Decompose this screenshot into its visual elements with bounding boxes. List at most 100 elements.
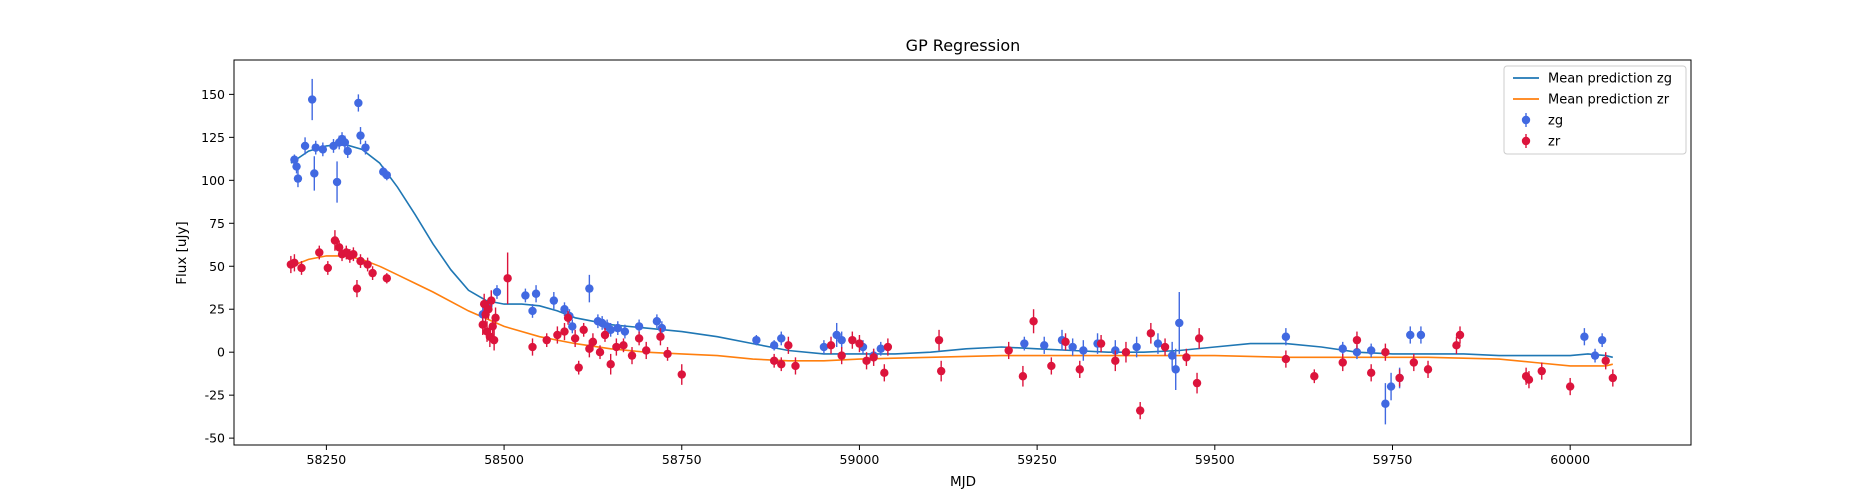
- data-point: [1111, 356, 1120, 365]
- data-point: [1029, 317, 1038, 326]
- data-point: [1175, 318, 1184, 328]
- legend-marker-swatch: [1521, 115, 1531, 125]
- data-point: [1068, 342, 1077, 352]
- series-zr: [286, 230, 1618, 420]
- data-point: [352, 284, 362, 293]
- data-point: [311, 143, 320, 152]
- data-point: [588, 337, 598, 347]
- data-point: [292, 162, 301, 171]
- data-point: [855, 339, 864, 348]
- data-point: [1406, 330, 1415, 340]
- data-point: [1121, 347, 1131, 357]
- x-tick-label: 59250: [1017, 452, 1057, 467]
- data-point: [491, 313, 500, 323]
- data-point: [1537, 366, 1546, 376]
- data-point: [521, 291, 530, 300]
- data-point: [1597, 335, 1607, 345]
- y-axis-label: Flux [uJy]: [174, 221, 190, 284]
- data-point: [531, 289, 541, 298]
- data-point: [1352, 347, 1362, 357]
- data-point: [1524, 375, 1534, 384]
- data-point: [848, 335, 857, 345]
- y-tick-label: 150: [201, 87, 225, 102]
- data-point: [489, 335, 499, 345]
- data-point: [1416, 330, 1426, 340]
- data-point: [1281, 354, 1291, 364]
- data-point: [769, 356, 779, 365]
- data-point: [1171, 365, 1180, 374]
- data-point: [642, 346, 651, 355]
- data-point: [1167, 351, 1177, 360]
- data-point: [323, 263, 333, 273]
- legend-marker-swatch: [1521, 136, 1531, 146]
- data-point: [330, 236, 340, 245]
- y-tick-label: -25: [205, 388, 225, 403]
- data-point: [487, 296, 496, 305]
- data-point: [837, 351, 846, 360]
- data-point: [356, 256, 365, 266]
- data-point: [560, 305, 569, 314]
- data-point: [542, 335, 551, 345]
- data-point: [1182, 353, 1191, 362]
- data-point: [1135, 406, 1145, 415]
- x-axis-label: MJD: [950, 474, 976, 490]
- data-point: [290, 258, 299, 268]
- data-point: [340, 138, 350, 147]
- data-point: [1153, 339, 1163, 348]
- data-point: [1310, 372, 1319, 381]
- legend-item: zg: [1521, 113, 1563, 129]
- y-tick-label: 100: [201, 173, 225, 188]
- data-point: [503, 274, 512, 283]
- data-point: [769, 341, 779, 350]
- legend: Mean prediction zg Mean prediction zr zg zr: [1503, 65, 1687, 155]
- data-point: [600, 330, 610, 340]
- data-point: [334, 243, 344, 252]
- data-point: [1608, 373, 1618, 383]
- data-point: [1040, 341, 1049, 350]
- data-point: [553, 330, 562, 340]
- data-point: [1338, 344, 1347, 353]
- x-tick-label: 59000: [840, 452, 880, 467]
- plot-frame: [233, 59, 1692, 446]
- data-point: [307, 95, 317, 104]
- data-point: [310, 169, 319, 178]
- data-point: [318, 145, 328, 154]
- data-point: [354, 98, 363, 108]
- data-point: [1281, 332, 1291, 341]
- data-point: [528, 342, 537, 352]
- data-point: [1366, 346, 1376, 355]
- legend-label: zr: [1548, 135, 1561, 150]
- data-point: [1381, 399, 1390, 408]
- data-point: [1455, 330, 1465, 340]
- data-point: [1096, 339, 1106, 348]
- plot-area: [286, 78, 1618, 425]
- data-point: [784, 341, 793, 350]
- data-point: [1146, 329, 1156, 338]
- data-point: [563, 313, 573, 323]
- data-point: [837, 335, 846, 345]
- data-point: [1020, 339, 1029, 348]
- data-point: [1047, 361, 1056, 371]
- data-point: [293, 174, 303, 183]
- data-point: [652, 317, 662, 326]
- data-point: [791, 361, 800, 371]
- data-point: [606, 360, 615, 369]
- legend-label: zg: [1548, 114, 1563, 129]
- data-point: [663, 349, 672, 359]
- data-point: [657, 323, 667, 333]
- data-point: [1075, 365, 1084, 374]
- data-point: [1061, 337, 1070, 347]
- data-point: [382, 274, 392, 283]
- data-point: [1018, 372, 1028, 381]
- data-point: [1386, 382, 1396, 391]
- data-point: [300, 141, 310, 151]
- data-point: [1079, 346, 1088, 355]
- data-point: [1192, 378, 1202, 388]
- data-point: [1590, 351, 1600, 360]
- data-point: [880, 368, 889, 378]
- data-point: [297, 263, 306, 273]
- data-point: [528, 306, 537, 316]
- data-point: [826, 341, 836, 350]
- mean-prediction-line-zr: [290, 255, 1613, 367]
